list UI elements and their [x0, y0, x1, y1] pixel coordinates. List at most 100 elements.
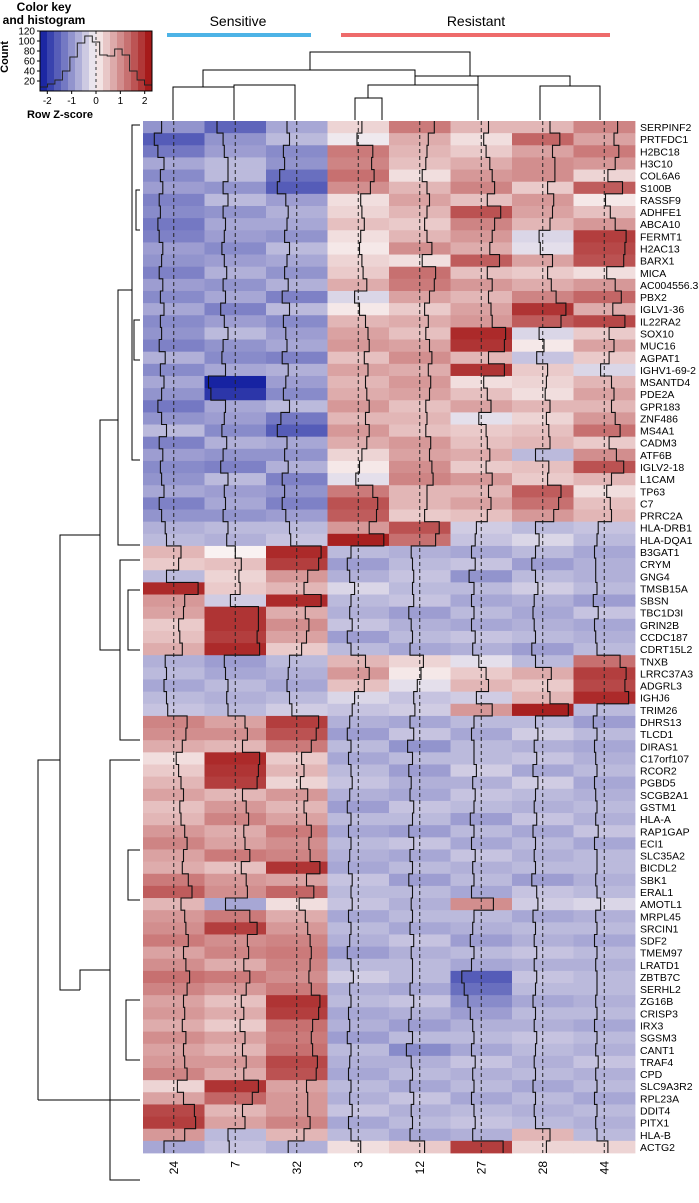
row-label: TBC1D3I [640, 608, 683, 620]
heatmap-cell [204, 133, 267, 146]
heatmap-cell [266, 715, 328, 729]
heatmap-cell [450, 630, 513, 644]
color-key-xtick-label: -2 [43, 96, 52, 107]
heatmap-cell [204, 363, 267, 377]
heatmap-cell [266, 849, 328, 863]
heatmap-cell [266, 910, 328, 923]
heatmap-cell [512, 861, 574, 875]
heatmap-cell [512, 667, 574, 680]
row-label: C7 [640, 498, 654, 510]
heatmap-cell [266, 667, 328, 680]
heatmap-cell [204, 1092, 267, 1105]
row-label: C17orf107 [640, 753, 689, 765]
row-label: CDRT15L2 [640, 644, 692, 656]
heatmap-cell [573, 400, 636, 413]
heatmap-cell [327, 545, 390, 559]
heatmap-cell [573, 995, 636, 1008]
row-label: FERMT1 [640, 231, 682, 243]
heatmap-cell [327, 898, 390, 911]
heatmap-cell [266, 315, 328, 328]
heatmap-cell [266, 1140, 328, 1154]
heatmap-cell [143, 1140, 205, 1154]
heatmap-cell [143, 533, 205, 547]
color-key-histogram [39, 35, 153, 91]
heatmap-cell [512, 764, 574, 778]
row-label: IGLV1-36 [640, 304, 684, 316]
heatmap-cell [327, 303, 390, 316]
row-label: ACTG2 [640, 1142, 675, 1154]
heatmap-cell [204, 1043, 267, 1057]
heatmap-cell [389, 545, 451, 559]
heatmap-cell [266, 497, 328, 510]
heatmap-cell [450, 910, 513, 923]
row-label: HLA-DRB1 [640, 523, 692, 535]
color-key-swatch [47, 31, 55, 91]
row-label: ECI1 [640, 838, 664, 850]
heatmap-cell [512, 169, 574, 183]
heatmap-cell [143, 813, 205, 826]
heatmap-cell [389, 133, 451, 146]
row-label: TRAF4 [640, 1057, 673, 1069]
heatmap-cell [450, 133, 513, 146]
heatmap-cell [266, 958, 328, 972]
heatmap-cell [512, 351, 574, 365]
row-label: DIRAS1 [640, 741, 678, 753]
heatmap-cell [204, 303, 267, 316]
heatmap-cell [204, 351, 267, 365]
heatmap-cell [573, 218, 636, 231]
row-label: IGHJ6 [640, 693, 670, 705]
color-key-xtick-label: 1 [118, 96, 124, 107]
heatmap-cell [143, 1043, 205, 1057]
heatmap-cell [327, 254, 390, 268]
heatmap-cell [450, 946, 513, 960]
heatmap-cell [573, 1092, 636, 1105]
heatmap-cell [143, 1080, 205, 1093]
row-label: CCDC187 [640, 632, 688, 644]
heatmap-cell [143, 545, 205, 559]
heatmap-row-labels: SERPINF2PRTFDC1H2BC18H3C10COL6A6S100BRAS… [640, 122, 699, 1154]
heatmap-cell [204, 630, 267, 644]
row-label: CADM3 [640, 438, 677, 450]
heatmap-cell [327, 715, 390, 729]
heatmap-cell [573, 1080, 636, 1093]
color-key-swatch [110, 31, 118, 91]
heatmap-cell [389, 630, 451, 644]
group-label-resistant: Resistant [447, 13, 505, 29]
heatmap-cell [450, 315, 513, 328]
heatmap-cell [266, 218, 328, 231]
heatmap-cell [450, 958, 513, 972]
row-label: TNXB [640, 656, 668, 668]
heatmap-cell [266, 861, 328, 875]
heatmap-cell [143, 303, 205, 316]
heatmap-cell [204, 266, 267, 280]
heatmap-cell [389, 946, 451, 960]
color-key-swatch [124, 31, 132, 91]
heatmap-cell [573, 351, 636, 365]
row-label: PRTFDC1 [640, 134, 688, 146]
row-label: MICA [640, 268, 666, 280]
heatmap-cell [512, 218, 574, 231]
row-label: RAP1GAP [640, 826, 690, 838]
heatmap-cell [450, 545, 513, 559]
column-label: 27 [474, 1161, 488, 1175]
heatmap-cell [204, 861, 267, 875]
heatmap-cell [389, 1031, 451, 1045]
heatmap-cell [450, 1080, 513, 1093]
heatmap-cell [512, 728, 574, 741]
row-label: RASSF9 [640, 195, 681, 207]
row-label: SDF2 [640, 936, 667, 948]
heatmap-cell [204, 497, 267, 510]
heatmap-cell [450, 1092, 513, 1105]
color-key-swatch [138, 31, 146, 91]
heatmap-cell [327, 1043, 390, 1057]
heatmap-cell [266, 728, 328, 741]
heatmap-cell [573, 303, 636, 316]
heatmap-cell [204, 728, 267, 741]
heatmap-cell [450, 667, 513, 680]
row-label: GNG4 [640, 571, 670, 583]
heatmap-cell [266, 363, 328, 377]
heatmap-cell [512, 1140, 574, 1154]
heatmap-cell [327, 679, 390, 693]
row-label: IRX3 [640, 1021, 664, 1033]
